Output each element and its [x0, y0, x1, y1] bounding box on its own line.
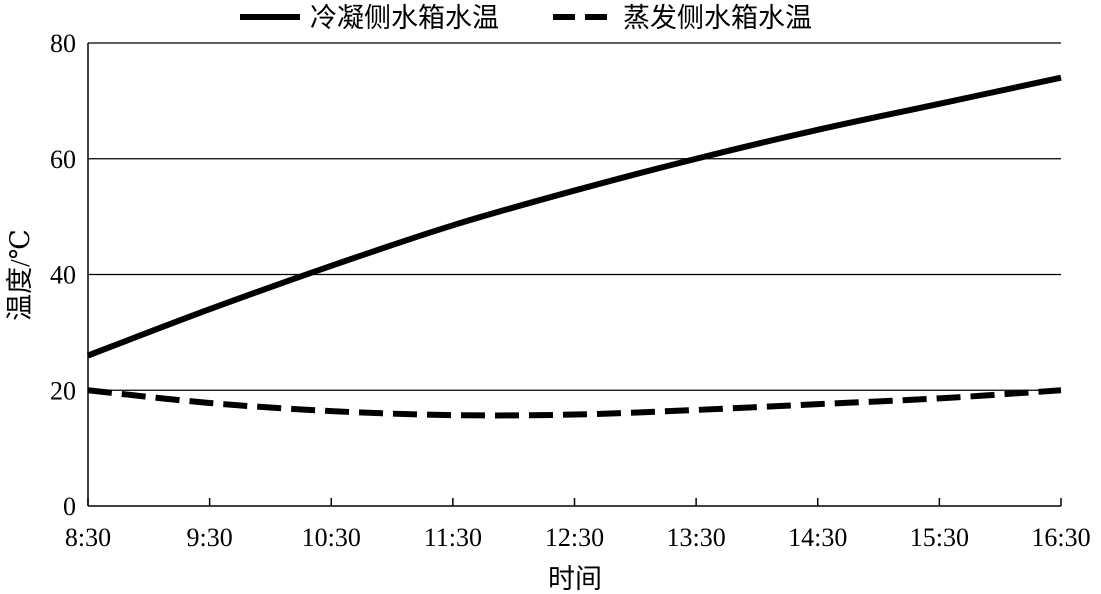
y-axis-title: 温度/℃	[5, 229, 35, 321]
x-axis-ticks: 8:30 9:30 10:30 11:30 12:30 13:30 14:30 15:30 16…	[65, 498, 1091, 552]
x-tick-label: 9:30	[187, 523, 233, 552]
x-tick-label: 8:30	[65, 523, 111, 552]
x-tick-label: 12:30	[545, 523, 604, 552]
x-axis-title: 时间	[548, 564, 602, 594]
x-tick-label: 15:30	[910, 523, 969, 552]
x-tick-label: 11:30	[424, 523, 482, 552]
gridlines	[88, 42, 1061, 391]
series-layer	[86, 74, 1062, 419]
legend: 冷凝侧水箱水温 蒸发侧水箱水温	[240, 3, 812, 33]
legend-label-evaporating: 蒸发侧水箱水温	[623, 3, 812, 33]
y-tick-label: 20	[50, 376, 76, 405]
x-tick-label: 13:30	[667, 523, 726, 552]
y-tick-label: 80	[50, 29, 76, 58]
legend-label-condensing: 冷凝侧水箱水温	[310, 3, 499, 33]
x-tick-label: 16:30	[1031, 523, 1090, 552]
y-tick-label: 40	[50, 261, 76, 290]
series-line-evaporating	[87, 387, 1062, 419]
x-tick-label: 14:30	[788, 523, 847, 552]
y-axis-ticks: 0 20 40 60 80	[50, 29, 76, 521]
y-tick-label: 60	[50, 145, 76, 174]
y-tick-label: 0	[63, 492, 76, 521]
series-line-condensing	[86, 74, 1062, 359]
x-tick-label: 10:30	[302, 523, 361, 552]
